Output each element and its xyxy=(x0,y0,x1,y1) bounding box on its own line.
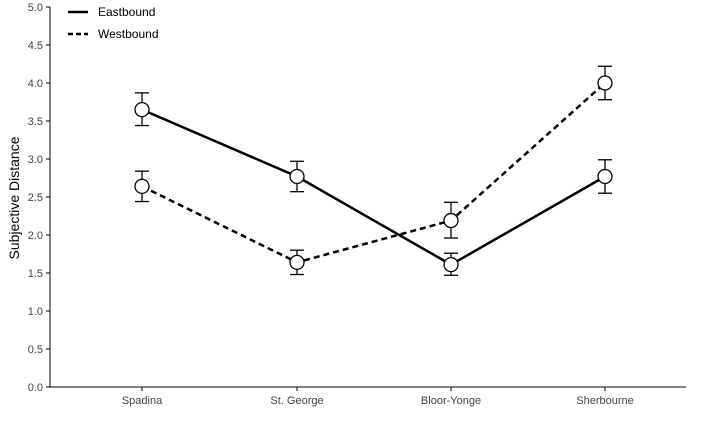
x-tick-label: Bloor-Yonge xyxy=(421,395,481,407)
y-axis: 0.0 0.5 1.0 1.5 2.0 2.5 3.0 3.5 4.0 4.5 5.0 xyxy=(28,2,51,394)
y-tick-label: 1.0 xyxy=(28,306,43,318)
y-tick-label: 0.0 xyxy=(28,382,43,394)
y-tick-label: 0.5 xyxy=(28,344,43,356)
data-point xyxy=(597,168,613,185)
x-tick-label: Spadina xyxy=(122,395,163,407)
y-tick-label: 4.5 xyxy=(28,40,43,52)
data-point xyxy=(443,212,459,229)
y-tick-label: 3.0 xyxy=(28,154,43,166)
series-eastbound xyxy=(134,92,613,276)
y-axis-title: Subjective Distance xyxy=(6,136,22,259)
x-tick-label: St. George xyxy=(270,395,323,407)
legend-label: Westbound xyxy=(98,27,159,41)
data-point xyxy=(134,101,150,118)
legend-label: Eastbound xyxy=(98,5,155,19)
y-tick-label: 2.0 xyxy=(28,230,43,242)
y-tick-label: 3.5 xyxy=(28,116,43,128)
data-point xyxy=(289,254,305,271)
data-point xyxy=(597,75,613,91)
legend-item-eastbound: Eastbound xyxy=(68,5,155,19)
series-layer xyxy=(134,65,613,276)
legend-item-westbound: Westbound xyxy=(68,27,159,41)
x-tick-label: Sherbourne xyxy=(576,395,634,407)
y-tick-label: 5.0 xyxy=(28,2,43,14)
data-point xyxy=(134,178,150,195)
y-tick-label: 1.5 xyxy=(28,268,43,280)
series-line xyxy=(141,82,606,264)
data-point xyxy=(289,168,305,185)
series-westbound xyxy=(134,65,613,276)
y-tick-label: 4.0 xyxy=(28,78,43,90)
legend: Eastbound Westbound xyxy=(68,5,159,41)
data-point xyxy=(443,256,459,273)
x-axis: Spadina St. George Bloor-Yonge Sherbourne xyxy=(50,386,686,407)
series-line xyxy=(141,108,606,267)
y-tick-label: 2.5 xyxy=(28,192,43,204)
